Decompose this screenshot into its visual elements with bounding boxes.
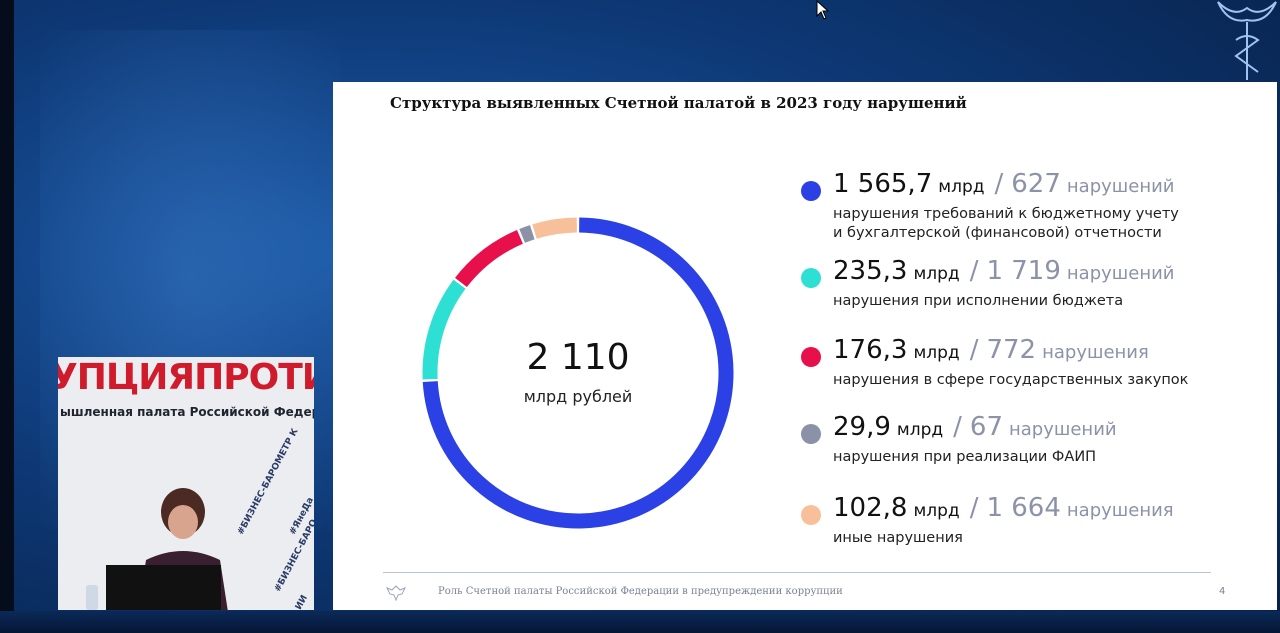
legend-dot	[801, 268, 821, 288]
legend-dot	[801, 505, 821, 525]
legend-unit: млрд	[896, 420, 944, 440]
legend-count: 67	[969, 412, 1003, 442]
donut-slice	[455, 229, 524, 288]
legend-separator: /	[969, 493, 979, 523]
podium-laptop	[106, 565, 221, 610]
legend-count: 627	[1011, 169, 1061, 199]
legend-unit: млрд	[938, 177, 985, 197]
legend-description: нарушения в сфере государственных закупо…	[833, 371, 1188, 390]
legend-count-word: нарушения	[1066, 500, 1174, 521]
left-edge	[0, 0, 14, 633]
legend-value: 176,3	[833, 335, 908, 365]
legend-count: 1 719	[986, 256, 1061, 286]
legend-unit: млрд	[913, 501, 960, 521]
banner-tag: ИИ	[294, 593, 310, 610]
legend-description-line: нарушения требований к бюджетному учету	[833, 206, 1179, 222]
banner-tag: #БИЗНЕС-БАРОМЕТР К	[236, 427, 301, 537]
footer-text: Роль Счетной палаты Российской Федерации…	[438, 586, 843, 597]
legend-unit: млрд	[913, 343, 960, 363]
legend-separator: /	[994, 169, 1004, 199]
page-number: 4	[1219, 586, 1226, 597]
water-bottle	[86, 585, 98, 610]
legend-description: нарушения при исполнении бюджета	[833, 292, 1123, 311]
legend-value: 1 565,7	[833, 169, 933, 199]
presentation-slide: Структура выявленных Счетной палатой в 2…	[333, 82, 1277, 610]
footer-divider	[383, 572, 1211, 573]
legend-value: 102,8	[833, 493, 908, 523]
legend-separator: /	[953, 412, 962, 442]
donut-slice	[532, 217, 578, 239]
legend-description-line: нарушения при исполнении бюджета	[833, 293, 1124, 309]
legend-description-line: иные нарушения	[833, 530, 963, 546]
bottom-edge	[0, 611, 1280, 633]
legend-dot	[801, 181, 821, 201]
banner-slogan: УПЦИЯПРОТИВ	[58, 357, 314, 398]
legend-count: 1 664	[986, 493, 1061, 523]
legend-count-word: нарушений	[1066, 176, 1175, 197]
legend-count-word: нарушений	[1066, 263, 1175, 284]
legend-description-line: нарушения при реализации ФАИП	[833, 449, 1097, 465]
donut-slice	[422, 279, 466, 380]
donut-slice	[422, 217, 734, 529]
legend-description-line: и бухгалтерской (финансовой) отчетности	[833, 225, 1162, 241]
legend-value: 29,9	[833, 412, 891, 442]
legend-unit: млрд	[913, 264, 960, 284]
legend-dot	[801, 347, 821, 367]
legend-description-line: нарушения в сфере государственных закупо…	[833, 372, 1189, 388]
legend-count: 772	[986, 335, 1037, 365]
donut-center-unit: млрд рублей	[523, 387, 633, 406]
legend-value: 235,3	[833, 256, 908, 286]
legend-description: нарушения требований к бюджетному учету …	[833, 205, 1179, 243]
legend-separator: /	[969, 256, 979, 286]
donut-chart	[422, 217, 734, 529]
donut-center-value: 2 110	[526, 337, 630, 378]
legend-description: иные нарушения	[833, 529, 963, 548]
accounts-chamber-emblem-icon	[1217, 1, 1277, 80]
speaker-video-inset: УПЦИЯПРОТИВ ышленная палата Российской Ф…	[58, 357, 314, 610]
legend-count-word: нарушений	[1009, 419, 1117, 440]
legend-count-word: нарушения	[1042, 342, 1149, 363]
legend-separator: /	[969, 335, 979, 365]
slide-title: Структура выявленных Счетной палатой в 2…	[390, 94, 967, 112]
legend-dot	[801, 424, 821, 444]
legend-description: нарушения при реализации ФАИП	[833, 448, 1096, 467]
mouse-pointer-icon	[816, 0, 830, 20]
donut-slice	[519, 225, 535, 243]
eagle-emblem-icon	[385, 585, 407, 602]
banner-organization: ышленная палата Российской Федерации	[60, 405, 314, 419]
